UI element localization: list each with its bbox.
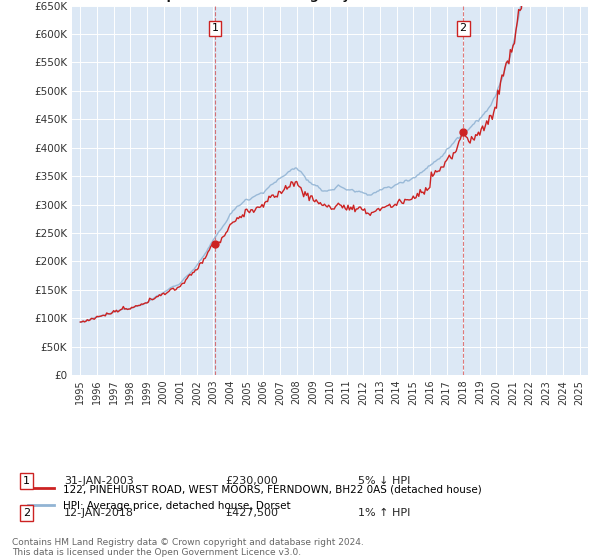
Text: Contains HM Land Registry data © Crown copyright and database right 2024.
This d: Contains HM Land Registry data © Crown c… <box>12 538 364 557</box>
Text: 31-JAN-2003: 31-JAN-2003 <box>64 476 134 486</box>
Text: 1: 1 <box>23 476 30 486</box>
Text: 2: 2 <box>23 508 30 518</box>
Text: £230,000: £230,000 <box>225 476 278 486</box>
Title: 122, PINEHURST ROAD, WEST MOORS, FERNDOWN, BH22 0AS
Price paid vs. HM Land Regis: 122, PINEHURST ROAD, WEST MOORS, FERNDOW… <box>113 0 547 2</box>
Text: 1: 1 <box>211 24 218 34</box>
Text: 1% ↑ HPI: 1% ↑ HPI <box>358 508 410 518</box>
Text: 5% ↓ HPI: 5% ↓ HPI <box>358 476 410 486</box>
Legend: 122, PINEHURST ROAD, WEST MOORS, FERNDOWN, BH22 0AS (detached house), HPI: Avera: 122, PINEHURST ROAD, WEST MOORS, FERNDOW… <box>23 479 487 516</box>
Text: 12-JAN-2018: 12-JAN-2018 <box>64 508 134 518</box>
Text: £427,500: £427,500 <box>225 508 278 518</box>
Text: 2: 2 <box>460 24 467 34</box>
